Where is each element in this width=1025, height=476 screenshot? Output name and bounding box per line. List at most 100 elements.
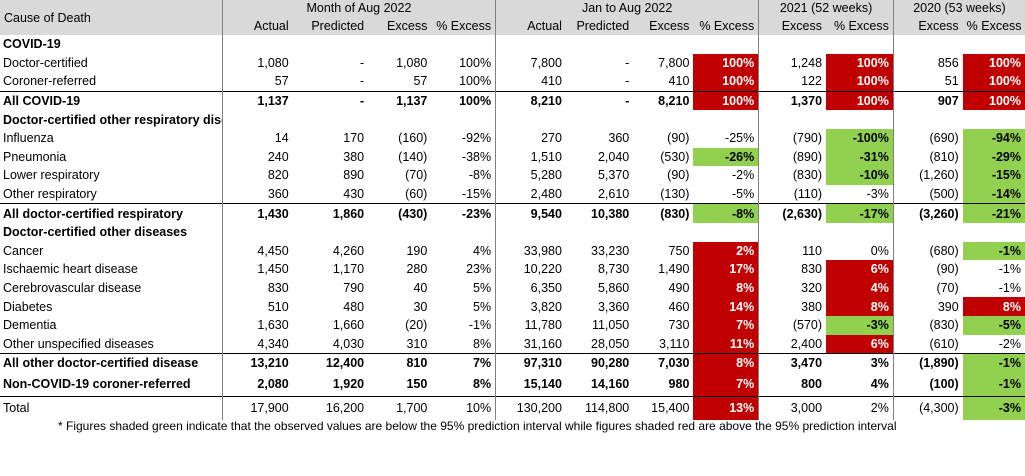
row-label: All COVID-19 (0, 90, 223, 111)
table-cell: 907 (892, 90, 963, 111)
table-cell (892, 222, 963, 242)
table-cell: (2,630) (758, 203, 827, 223)
header-column-row: Actual Predicted Excess% Excess Actual Predi… (0, 16, 1025, 35)
table-cell: (830) (892, 315, 963, 335)
table-cell: 7,030 (633, 353, 694, 373)
table-cell: 3,110 (659, 336, 690, 351)
table-cell: 15,140 (495, 372, 566, 397)
table-cell (892, 35, 963, 54)
table-cell: (70) (892, 278, 963, 298)
table-cell: -31% (826, 147, 894, 167)
table-cell: 12,400 (292, 353, 369, 373)
header-group-2020: 2020 (53 weeks) (892, 0, 1025, 16)
table-cell: -2% (731, 168, 755, 183)
table-cell: 790 (343, 281, 365, 296)
table-cell: 1,430 (221, 203, 293, 223)
table-cell: -1% (468, 318, 492, 333)
table-cell: 3,470 (758, 353, 827, 373)
table-cell: 4% (473, 243, 492, 258)
table-cell: (20) (405, 318, 428, 333)
table-cell: -23% (431, 203, 496, 223)
table-cell: -1% (998, 262, 1021, 277)
table-cell (693, 110, 758, 129)
table-cell: (110) (758, 184, 827, 204)
table-cell: 33,230 (591, 243, 630, 258)
table-cell: 810 (368, 353, 432, 373)
table-cell (566, 35, 633, 54)
table-cell: 890 (343, 168, 365, 183)
table-cell (431, 223, 495, 242)
table-cell: 6% (826, 260, 894, 279)
table-cell: 2,080 (221, 372, 293, 397)
column-header: Actual (221, 16, 293, 35)
row-label: Cerebrovascular disease (3, 281, 142, 296)
table-cell: (830) (633, 203, 694, 223)
table-cell: 1,860 (292, 203, 369, 223)
table-cell (368, 35, 431, 54)
table-cell: 5% (473, 299, 492, 314)
table-cell: 460 (668, 299, 690, 314)
table-cell: 14 (221, 128, 293, 148)
table-cell: (610) (892, 334, 963, 354)
table-cell: 2% (826, 395, 894, 420)
section-heading-row: COVID-19 (0, 35, 1025, 54)
table-cell: 150 (406, 377, 428, 392)
row-label: Total (0, 395, 223, 420)
table-cell: 100% (693, 90, 759, 111)
table-cell: (680) (892, 241, 963, 261)
table-cell (758, 110, 827, 129)
subtotal-row: All other doctor-certified disease 13,210… (0, 353, 1025, 373)
header-group-row: Cause of Death Month of Aug 2022 Jan to … (0, 0, 1025, 35)
table-cell: 4% (826, 278, 894, 298)
table-cell: 100% (826, 53, 894, 73)
column-header: Predicted (292, 16, 369, 35)
table-cell: 1,700 (368, 395, 432, 420)
table-cell: 1,510 (495, 147, 566, 167)
row-label: All doctor-certified respiratory (0, 203, 223, 223)
row-label: Non-COVID-19 coroner-referred (3, 377, 191, 392)
table-cell: 16,200 (292, 395, 369, 420)
table-cell: -100% (826, 128, 894, 148)
table-cell: 3% (826, 353, 894, 373)
row-label: Other respiratory (3, 187, 97, 202)
table-cell: 3,000 (758, 395, 827, 420)
subtotal-row: All doctor-certified respiratory 1,430 1,8… (0, 203, 1025, 223)
table-cell: 2% (693, 241, 759, 261)
table-cell: 23% (466, 262, 492, 277)
table-cell: 100% (459, 74, 492, 89)
table-cell: 100% (431, 90, 496, 111)
table-cell: 2,610 (597, 187, 630, 202)
table-cell (293, 35, 368, 54)
table-cell: -15% (962, 166, 1025, 185)
row-label: Diabetes (3, 299, 53, 314)
table-cell: - (292, 90, 369, 111)
row-label: Doctor-certified other diseases (3, 225, 188, 240)
table-cell: -8% (693, 203, 759, 223)
table-cell: 11,780 (495, 315, 566, 335)
table-cell: 2,400 (758, 334, 827, 354)
table-cell (495, 110, 566, 129)
table-cell: 13,210 (221, 353, 293, 373)
table-cell: 11% (693, 334, 759, 354)
table-cell: 7% (431, 353, 496, 373)
table-cell (633, 35, 693, 54)
table-cell: 100% (962, 72, 1025, 92)
header-group-ytd: Jan to Aug 2022 (495, 0, 759, 16)
table-cell: -21% (962, 203, 1025, 223)
table-cell: 7% (693, 315, 759, 335)
table-cell: 310 (406, 336, 428, 351)
table-cell (495, 35, 566, 54)
table-cell: 9,540 (495, 203, 566, 223)
table-cell: 122 (758, 72, 827, 92)
row-label: Doctor-certified other respiratory disea… (3, 112, 222, 127)
table-cell: -1% (998, 281, 1021, 296)
table-cell: -15% (461, 187, 492, 202)
table-cell (826, 223, 893, 242)
subtotal-row: All COVID-19 1,137-1,137 100% 8,210-8,210 10… (0, 90, 1025, 111)
table-cell: 7,800 (495, 53, 566, 73)
table-cell: 100% (693, 53, 759, 73)
table-cell: 8% (826, 297, 894, 316)
table-cell (693, 223, 758, 242)
table-cell: 1,660 (332, 318, 365, 333)
table-cell: -17% (826, 203, 894, 223)
